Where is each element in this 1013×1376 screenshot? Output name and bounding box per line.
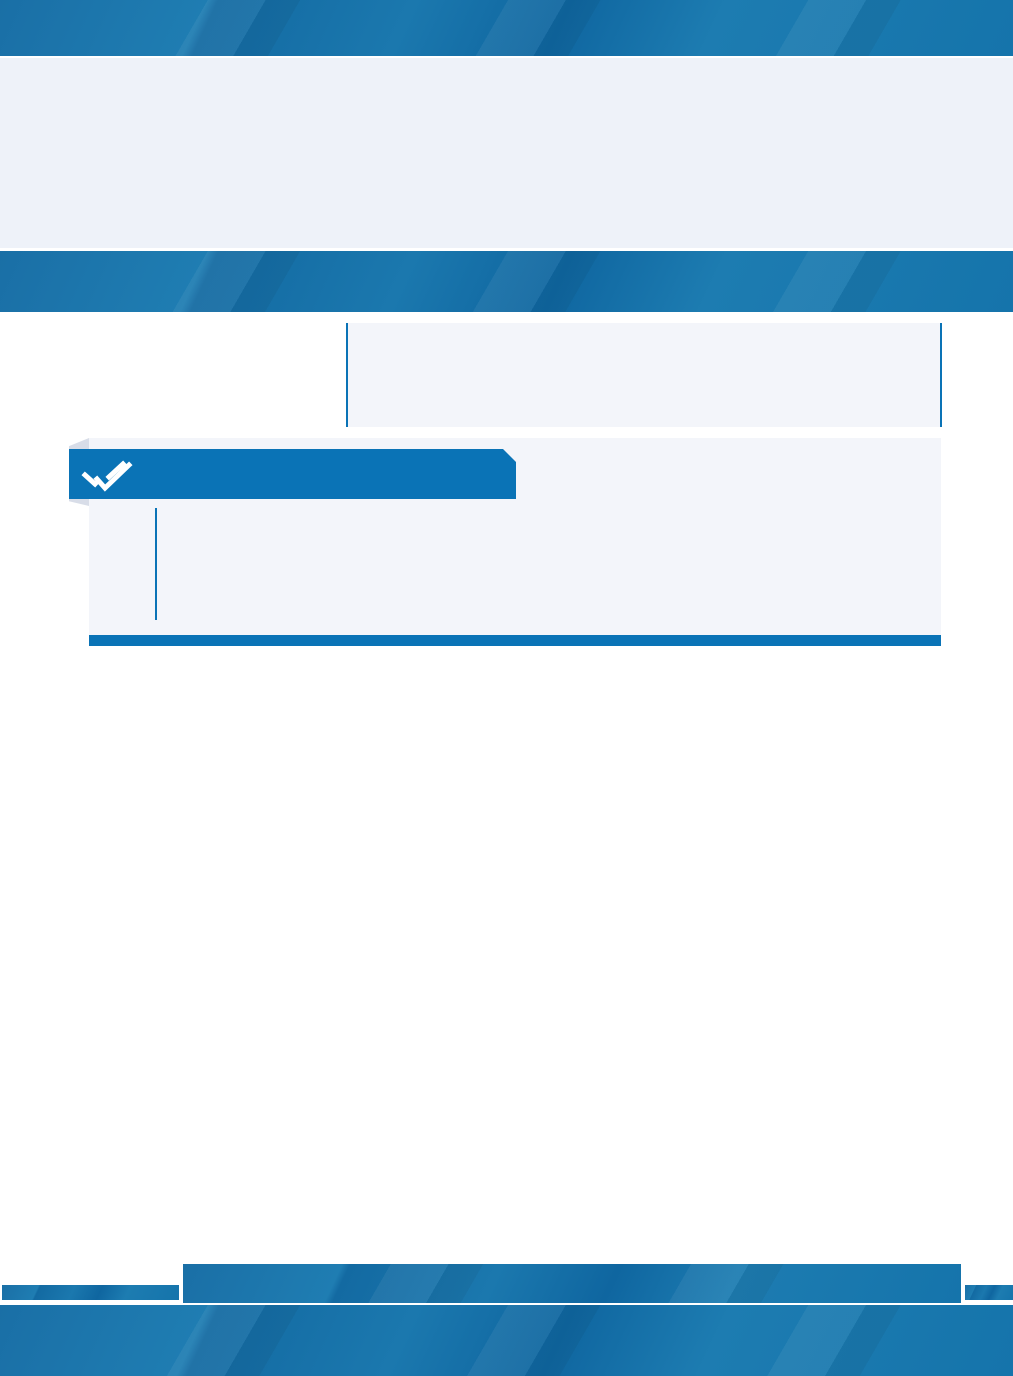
header-panel	[0, 58, 1013, 248]
double-check-icon	[81, 460, 133, 492]
section-header-ribbon	[69, 449, 516, 499]
footer-band	[0, 1305, 1013, 1376]
footer-right-bar	[965, 1285, 1013, 1300]
subheader-band	[0, 251, 1013, 312]
header-band	[0, 0, 1013, 56]
section-vertical-rule	[155, 508, 157, 620]
footer-center-block	[183, 1264, 961, 1303]
info-box	[346, 323, 942, 427]
footer-left-bar	[2, 1285, 179, 1300]
section-bottom-bar	[89, 635, 941, 646]
